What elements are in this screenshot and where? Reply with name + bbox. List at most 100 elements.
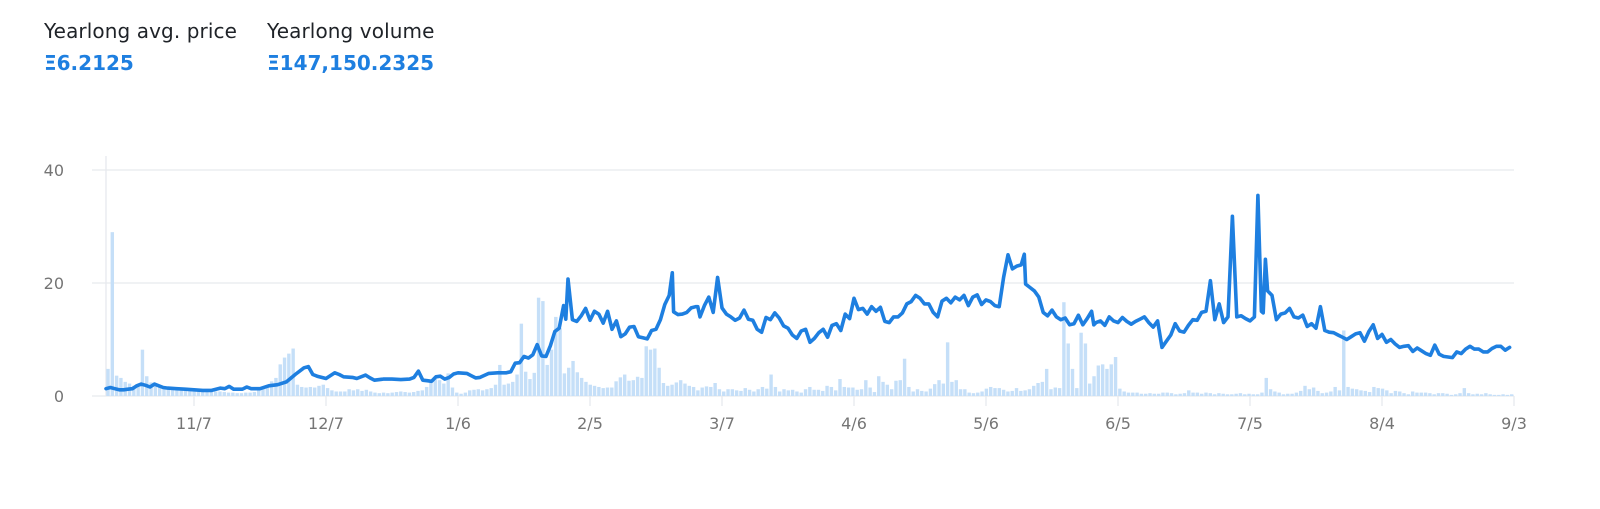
volume-bar bbox=[980, 391, 984, 396]
volume-bar bbox=[136, 386, 140, 396]
volume-bar bbox=[1307, 389, 1312, 396]
volume-bar bbox=[631, 380, 636, 396]
volume-bar bbox=[984, 388, 989, 396]
x-tick-label: 12/7 bbox=[308, 414, 344, 433]
volume-bar bbox=[1139, 393, 1144, 396]
volume-bar bbox=[364, 389, 369, 396]
volume-bar bbox=[239, 393, 244, 396]
volume-bar bbox=[330, 390, 334, 396]
volume-bar bbox=[726, 389, 730, 396]
volume-bar bbox=[433, 379, 437, 396]
volume-bar bbox=[1014, 388, 1019, 396]
volume-bar bbox=[377, 393, 381, 396]
volume-bar bbox=[368, 391, 373, 396]
volume-bar bbox=[1070, 368, 1075, 396]
volume-bar bbox=[1195, 392, 1200, 396]
volume-bar bbox=[235, 393, 239, 396]
volume-bar bbox=[988, 386, 993, 396]
volume-bar bbox=[523, 371, 528, 396]
volume-bar bbox=[1505, 394, 1510, 396]
volume-bar bbox=[945, 342, 950, 396]
volume-bar bbox=[1492, 394, 1497, 396]
volume-bar bbox=[653, 348, 657, 396]
y-axis-ticks: 0 20 40 bbox=[44, 161, 64, 406]
volume-bar bbox=[265, 386, 270, 396]
volume-bar bbox=[1389, 393, 1393, 396]
volume-bar bbox=[1122, 391, 1126, 396]
volume-bar bbox=[119, 377, 123, 396]
volume-bar bbox=[321, 384, 325, 396]
volume-bar bbox=[1135, 392, 1139, 396]
volume-bar bbox=[356, 389, 360, 396]
volume-bar bbox=[747, 389, 752, 396]
volume-bar bbox=[1402, 393, 1406, 396]
volume-bar bbox=[1212, 394, 1217, 396]
volume-bar bbox=[1372, 386, 1376, 396]
volume-bar bbox=[485, 389, 489, 396]
volume-bar bbox=[756, 389, 760, 396]
volume-bar bbox=[868, 387, 872, 396]
volume-bar bbox=[644, 346, 648, 396]
chart-gridlines bbox=[92, 156, 1514, 397]
volume-bar bbox=[472, 389, 476, 396]
volume-bar bbox=[295, 384, 300, 396]
volume-bar bbox=[997, 388, 1002, 396]
volume-bar bbox=[911, 391, 915, 396]
volume-bar bbox=[976, 392, 980, 396]
x-tick-label: 6/5 bbox=[1105, 414, 1131, 433]
volume-bar bbox=[635, 376, 640, 396]
volume-bar bbox=[872, 392, 877, 396]
volume-bar bbox=[1221, 393, 1225, 396]
y-tick-label: 20 bbox=[44, 274, 64, 293]
volume-bar bbox=[674, 382, 679, 396]
volume-bar bbox=[429, 381, 433, 396]
volume-bar bbox=[1415, 392, 1419, 396]
volume-bar bbox=[622, 374, 627, 396]
volume-bar bbox=[308, 386, 313, 396]
volume-bar bbox=[618, 377, 623, 396]
volume-bar bbox=[196, 390, 201, 396]
volume-bar bbox=[605, 387, 610, 396]
volume-bar bbox=[967, 392, 971, 396]
x-axis-ticks: 11/7 12/7 1/6 2/5 3/7 4/6 5/6 6/5 7/5 8/4 9/3 bbox=[176, 396, 1527, 433]
y-tick-label: 40 bbox=[44, 161, 64, 180]
volume-bar bbox=[670, 384, 674, 396]
summary-stats: Yearlong avg. price Ξ6.2125 Yearlong vol… bbox=[44, 18, 435, 78]
volume-bar bbox=[1479, 394, 1484, 396]
volume-bar bbox=[226, 392, 231, 396]
volume-bar bbox=[1380, 388, 1385, 396]
volume-bar bbox=[790, 389, 795, 396]
volume-bar bbox=[842, 386, 846, 396]
volume-bar bbox=[1290, 393, 1294, 396]
volume-bar bbox=[1118, 388, 1122, 396]
volume-bar bbox=[278, 364, 282, 396]
volume-bar bbox=[584, 381, 588, 396]
volume-bar bbox=[1027, 389, 1032, 396]
volume-bar bbox=[657, 367, 661, 396]
volume-bar bbox=[1174, 394, 1178, 396]
volume-bar bbox=[851, 387, 855, 396]
volume-bar bbox=[954, 380, 958, 396]
volume-bar bbox=[1320, 393, 1324, 396]
volume-bar bbox=[1006, 391, 1010, 396]
volume-bar bbox=[269, 381, 274, 396]
volume-bar bbox=[502, 384, 506, 396]
volume-bar bbox=[528, 379, 532, 396]
volume-bar bbox=[700, 387, 704, 396]
volume-bar bbox=[1350, 388, 1355, 396]
volume-bar bbox=[1105, 368, 1109, 396]
volume-bar bbox=[244, 392, 248, 396]
volume-bar bbox=[412, 392, 416, 396]
x-tick-label: 2/5 bbox=[577, 414, 603, 433]
x-tick-label: 7/5 bbox=[1237, 414, 1263, 433]
volume-bar bbox=[885, 384, 890, 396]
volume-bar bbox=[1066, 343, 1070, 396]
volume-bar bbox=[467, 390, 472, 396]
volume-bar bbox=[1329, 391, 1333, 396]
x-tick-label: 1/6 bbox=[445, 414, 471, 433]
volume-bar bbox=[554, 316, 558, 396]
volume-bar bbox=[734, 390, 739, 396]
volume-bar bbox=[1324, 392, 1329, 396]
volume-bar bbox=[1445, 393, 1449, 396]
